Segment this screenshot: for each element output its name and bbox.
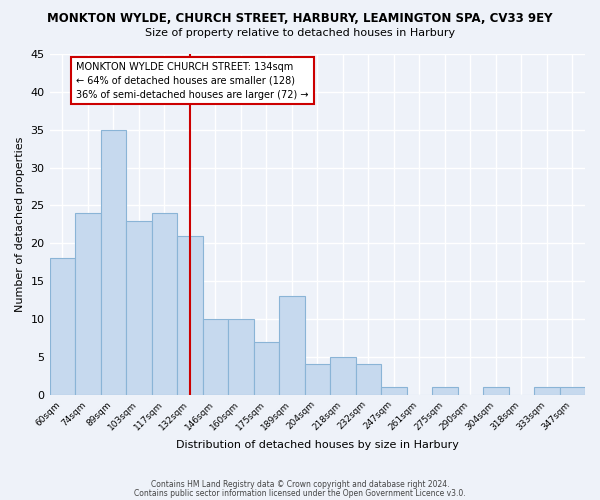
Text: Contains HM Land Registry data © Crown copyright and database right 2024.: Contains HM Land Registry data © Crown c… [151,480,449,489]
Bar [50,258,75,394]
Bar [228,319,254,394]
Bar [152,213,177,394]
Bar [203,319,228,394]
X-axis label: Distribution of detached houses by size in Harbury: Distribution of detached houses by size … [176,440,459,450]
Bar [381,387,407,394]
Text: Size of property relative to detached houses in Harbury: Size of property relative to detached ho… [145,28,455,38]
Bar [254,342,279,394]
Bar [126,220,152,394]
Bar [534,387,560,394]
Bar [483,387,509,394]
Bar [356,364,381,394]
Bar [75,213,101,394]
Bar [432,387,458,394]
Bar [560,387,585,394]
Text: MONKTON WYLDE CHURCH STREET: 134sqm
← 64% of detached houses are smaller (128)
3: MONKTON WYLDE CHURCH STREET: 134sqm ← 64… [76,62,309,100]
Text: Contains public sector information licensed under the Open Government Licence v3: Contains public sector information licen… [134,490,466,498]
Bar [330,357,356,395]
Y-axis label: Number of detached properties: Number of detached properties [15,136,25,312]
Bar [279,296,305,394]
Bar [101,130,126,394]
Bar [177,236,203,394]
Text: MONKTON WYLDE, CHURCH STREET, HARBURY, LEAMINGTON SPA, CV33 9EY: MONKTON WYLDE, CHURCH STREET, HARBURY, L… [47,12,553,26]
Bar [305,364,330,394]
